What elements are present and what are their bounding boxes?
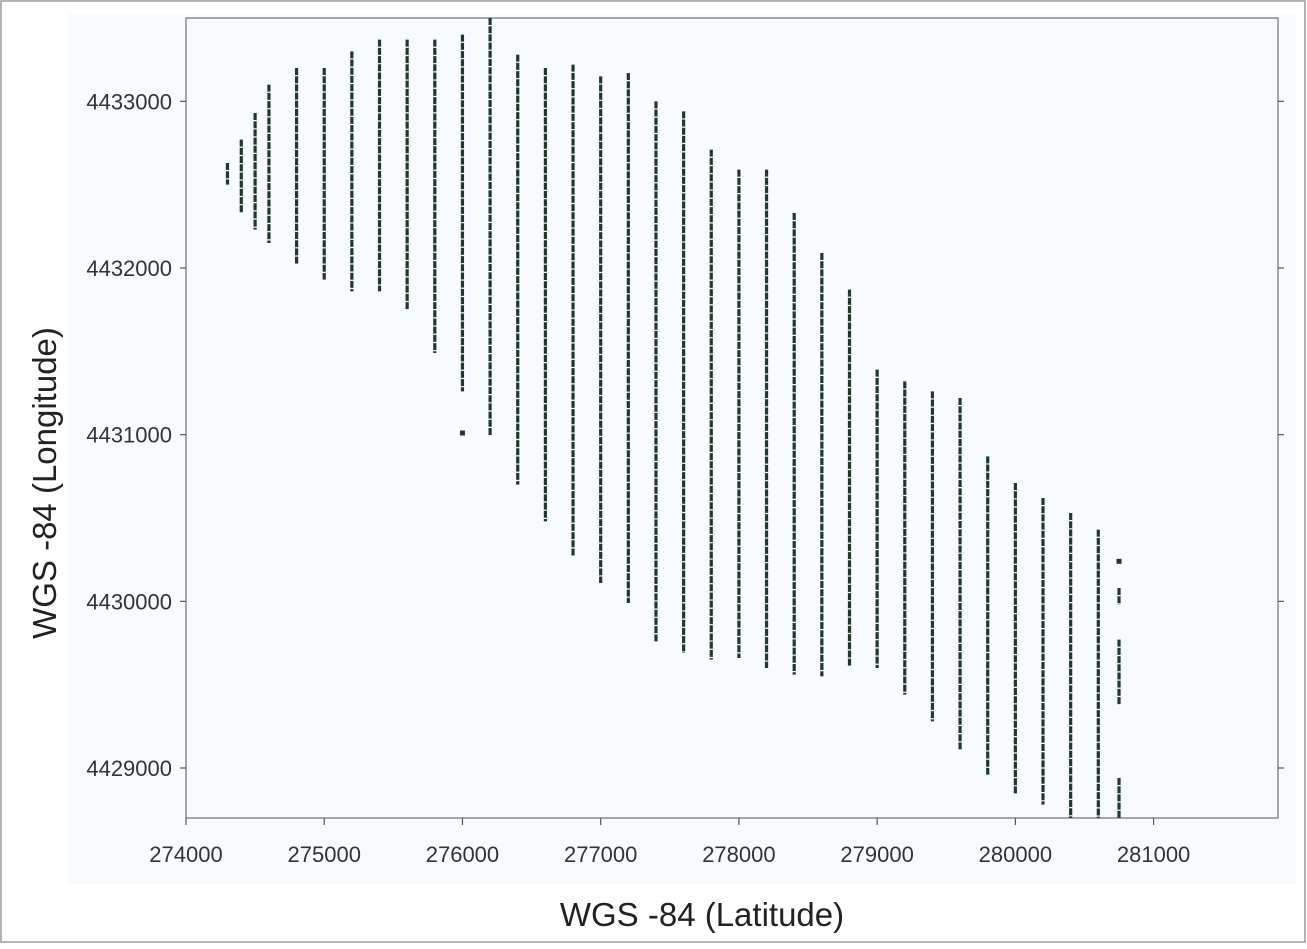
y-axis-label: WGS -84 (Longitude): [26, 327, 63, 639]
x-tick-label: 278000: [702, 842, 775, 867]
data-point-0: [459, 430, 465, 436]
x-tick-label: 280000: [979, 842, 1052, 867]
y-tick-label: 4430000: [86, 589, 172, 614]
plot-area: [185, 17, 1279, 819]
x-tick-label: 274000: [149, 842, 222, 867]
x-tick-label: 276000: [426, 842, 499, 867]
y-tick-label: 4431000: [86, 423, 172, 448]
y-axis: 4429000 4430000 4431000 4432000 4433000: [86, 89, 1284, 781]
y-tick-label: 4433000: [86, 89, 172, 114]
x-tick-label: 279000: [840, 842, 913, 867]
y-tick-label: 4432000: [86, 256, 172, 281]
data-marks: [225, 18, 1122, 818]
data-point-1: [1116, 558, 1122, 564]
x-tick-label: 277000: [564, 842, 637, 867]
x-tick-label: 281000: [1117, 842, 1190, 867]
x-tick-label: 275000: [288, 842, 361, 867]
x-axis: 274000 275000 276000 277000 278000 279000 2800…: [149, 818, 1190, 867]
x-axis-label: WGS -84 (Latitude): [560, 896, 844, 933]
y-tick-label: 4429000: [86, 756, 172, 781]
